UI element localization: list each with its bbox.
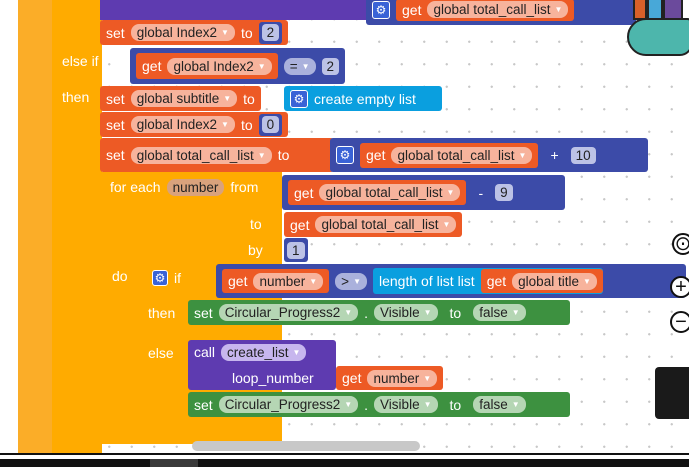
argument-label: loop_number — [232, 370, 314, 386]
get-block[interactable]: get global total_call_list ▼ — [284, 212, 463, 237]
component-dropdown[interactable]: Circular_Progress2 ▼ — [218, 304, 359, 321]
variable-dropdown[interactable]: global Index2 ▼ — [167, 57, 272, 75]
outer-if-block[interactable] — [18, 0, 54, 453]
operator-dropdown[interactable]: = ▼ — [283, 57, 316, 75]
variable-dropdown[interactable]: global Index2 ▼ — [130, 116, 235, 133]
math-block-top[interactable]: ⚙ get global total_call_list ▼ — [366, 0, 636, 25]
else-if-label: else if — [62, 53, 99, 69]
variable-dropdown[interactable]: global total_call_list ▼ — [427, 1, 569, 18]
mutator-gear-icon[interactable]: ⚙ — [290, 89, 308, 108]
get-block[interactable]: get global total_call_list ▼ — [360, 142, 539, 168]
horizontal-scrollbar[interactable] — [192, 441, 420, 451]
then-label: then — [62, 89, 90, 105]
number-field[interactable]: 10 — [570, 146, 596, 164]
set-index2-block[interactable]: set global Index2 ▼ to 0 — [100, 112, 289, 137]
taskbar-active-item[interactable] — [150, 459, 198, 467]
number-field[interactable]: 1 — [287, 241, 305, 259]
set-visible-block[interactable]: set Circular_Progress2 ▼. Visible ▼ to fal… — [188, 392, 570, 417]
operator-dropdown[interactable]: > ▼ — [335, 272, 367, 290]
get-block[interactable]: get global total_call_list ▼ — [396, 0, 575, 21]
get-block[interactable]: get number ▼ — [336, 366, 444, 390]
compare-block[interactable]: get number ▼ > ▼ length of list list get glo… — [216, 264, 686, 298]
by-label: by — [248, 242, 263, 258]
variable-dropdown[interactable]: global total_call_list ▼ — [391, 146, 533, 164]
taskbar — [0, 459, 689, 467]
get-block[interactable]: get number ▼ — [222, 269, 330, 293]
for-each-header: for each number from — [110, 178, 259, 196]
number-field[interactable]: 2 — [261, 24, 280, 41]
set-total-call-list-block[interactable]: set global total_call_list ▼ to — [100, 138, 334, 172]
if-inner-bottom — [188, 416, 216, 424]
set-index2-block[interactable]: set global Index2 ▼ to 2 — [100, 20, 289, 45]
variable-dropdown[interactable]: global title ▼ — [512, 272, 597, 290]
backpack-icon[interactable] — [625, 0, 689, 65]
variable-dropdown[interactable]: number ▼ — [253, 272, 324, 290]
variable-dropdown[interactable]: global subtitle ▼ — [130, 90, 238, 107]
if-else-inner-block[interactable] — [140, 263, 190, 423]
recenter-target-icon[interactable]: ⊙ — [672, 233, 689, 255]
if-else-block[interactable] — [52, 0, 102, 453]
procedure-dropdown[interactable]: create_list ▼ — [221, 344, 307, 361]
do-label: do — [112, 268, 128, 284]
property-dropdown[interactable]: Visible ▼ — [374, 396, 438, 413]
create-empty-list-block[interactable]: ⚙ create empty list — [284, 86, 442, 111]
mutator-gear-icon[interactable]: ⚙ — [372, 0, 390, 19]
zoom-in-button[interactable]: + — [670, 276, 689, 298]
trash-icon[interactable] — [655, 367, 689, 419]
to-label: to — [250, 216, 262, 232]
get-block[interactable]: get global title ▼ — [480, 269, 603, 293]
property-dropdown[interactable]: Visible ▼ — [374, 304, 438, 321]
number-field[interactable]: 0 — [261, 116, 280, 133]
loop-variable-field[interactable]: number — [166, 178, 225, 196]
component-dropdown[interactable]: Circular_Progress2 ▼ — [218, 396, 359, 413]
to-keyword: to — [240, 24, 253, 41]
variable-dropdown[interactable]: global total_call_list ▼ — [315, 216, 457, 233]
then-label: then — [148, 305, 176, 321]
length-of-list-block[interactable]: length of list list get global title ▼ — [372, 268, 603, 294]
variable-dropdown[interactable]: global Index2 ▼ — [130, 24, 235, 41]
set-subtitle-block[interactable]: set global subtitle ▼ to — [100, 86, 261, 111]
zoom-out-button[interactable]: − — [670, 311, 689, 333]
workspace-bottom-border — [0, 453, 689, 455]
subtraction-block[interactable]: get global total_call_list ▼ - 9 — [282, 175, 565, 210]
boolean-dropdown[interactable]: false ▼ — [473, 304, 526, 321]
get-keyword: get — [402, 1, 422, 18]
get-block[interactable]: get global Index2 ▼ — [136, 53, 278, 79]
variable-dropdown[interactable]: global total_call_list ▼ — [130, 146, 272, 164]
call-procedure-block[interactable]: call create_list ▼ — [188, 340, 336, 390]
number-block[interactable]: 1 — [284, 238, 308, 262]
set-visible-block[interactable]: set Circular_Progress2 ▼. Visible ▼ to fal… — [188, 300, 570, 325]
get-block[interactable]: get global total_call_list ▼ — [288, 180, 467, 205]
addition-block[interactable]: ⚙ get global total_call_list ▼ + 10 — [330, 138, 648, 172]
compare-block[interactable]: get global Index2 ▼ = ▼ 2 — [130, 48, 346, 84]
mutator-gear-icon[interactable]: ⚙ — [336, 146, 354, 164]
variable-dropdown[interactable]: global total_call_list ▼ — [319, 184, 461, 201]
procedure-block-top[interactable] — [100, 0, 368, 20]
boolean-dropdown[interactable]: false ▼ — [473, 396, 526, 413]
mutator-gear-icon[interactable]: ⚙ — [152, 270, 168, 286]
variable-dropdown[interactable]: number ▼ — [367, 369, 438, 387]
else-label: else — [148, 345, 174, 361]
number-field[interactable]: 9 — [495, 184, 513, 201]
if-header: ⚙ if — [146, 267, 187, 289]
number-field[interactable]: 2 — [321, 57, 340, 75]
set-keyword: set — [106, 24, 125, 41]
